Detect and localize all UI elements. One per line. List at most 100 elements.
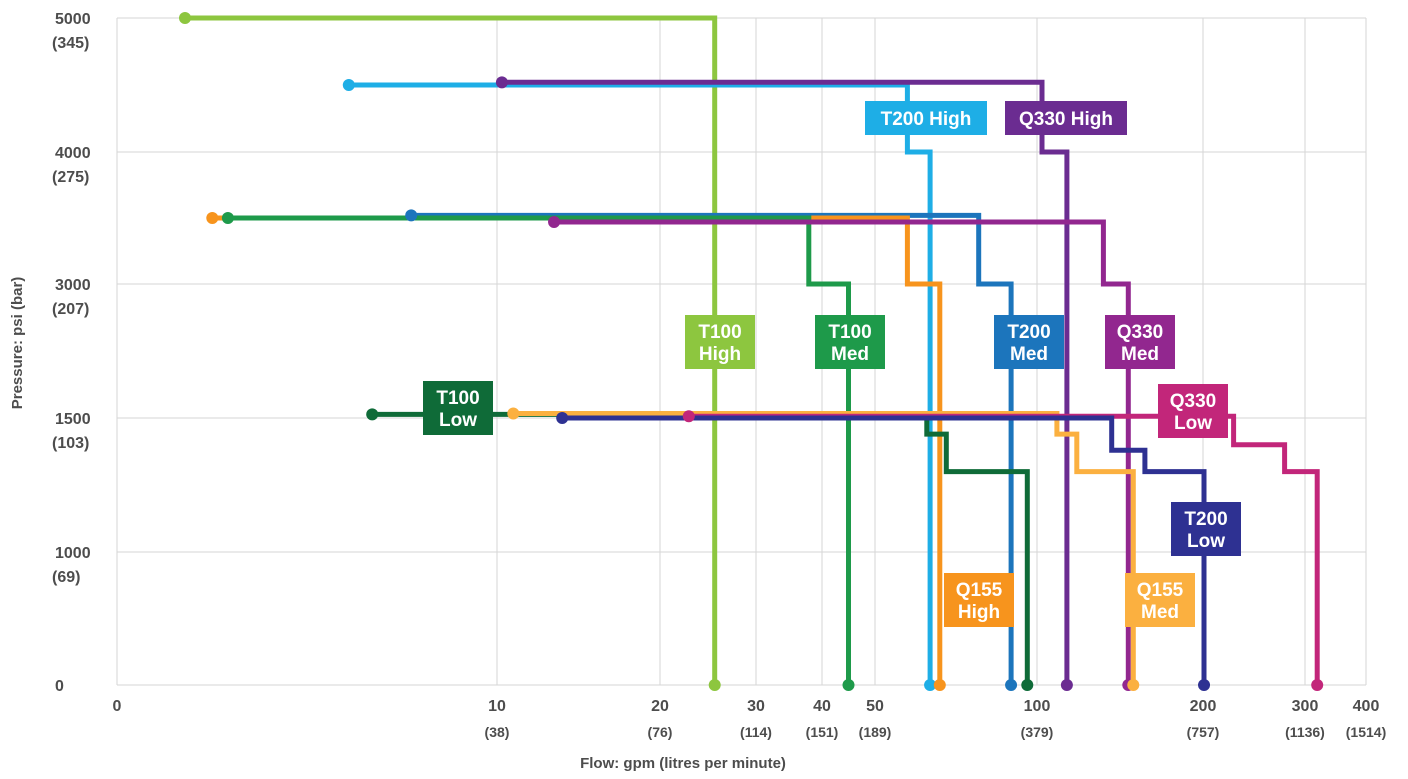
series-start-marker <box>548 215 561 228</box>
series-label-box <box>1005 101 1127 135</box>
x-tick-label: 40 <box>813 698 831 715</box>
y-tick-sublabel: (345) <box>52 35 89 52</box>
x-tick-label: 100 <box>1024 698 1051 715</box>
series-label-text: T200 High <box>881 109 972 130</box>
series-start-marker <box>206 212 219 224</box>
series-label: Q330 High <box>1005 101 1127 135</box>
series-label-text: Med <box>831 344 869 365</box>
x-tick-label: 200 <box>1190 698 1217 715</box>
x-tick-sublabel: (151) <box>806 724 839 740</box>
series-lines <box>185 15 1320 685</box>
series-start-marker <box>179 12 191 24</box>
series-label-text: Low <box>1187 531 1225 552</box>
x-tick-sublabel: (189) <box>859 724 892 740</box>
series-start-marker <box>342 79 355 91</box>
series-label-box <box>1105 315 1175 369</box>
series-line <box>227 215 851 685</box>
y-tick-label: 5000 <box>55 11 91 28</box>
series-label-text: T100 <box>698 322 741 343</box>
y-tick-sublabel: (207) <box>52 301 89 318</box>
x-tick-label: 400 <box>1353 698 1380 715</box>
series-label-text: Q330 High <box>1019 109 1113 130</box>
x-tick-sublabel: (379) <box>1021 724 1054 740</box>
y-tick-label: 1500 <box>55 411 91 428</box>
series-label-box <box>994 315 1064 369</box>
series-line <box>212 215 943 685</box>
series-label-box <box>815 315 885 369</box>
series-end-marker <box>1021 679 1034 691</box>
series-label-box <box>1171 502 1241 556</box>
series-start-marker <box>366 408 379 421</box>
x-tick-sublabel: (1514) <box>1346 724 1386 740</box>
y-tick-label: 1000 <box>55 545 91 562</box>
series-start-marker <box>682 410 695 423</box>
y-tick-sublabel: (275) <box>52 169 89 186</box>
series-label-text: T100 <box>828 322 871 343</box>
series-end-marker <box>1060 679 1073 691</box>
series-end-marker <box>924 679 937 691</box>
series-label-text: Q155 <box>1137 580 1184 601</box>
series-label-text: Q330 <box>1117 322 1163 343</box>
series-markers <box>179 12 1324 691</box>
series-label-box <box>944 573 1014 627</box>
series-label-box <box>1158 384 1228 438</box>
x-axis-title: Flow: gpm (litres per minute) <box>580 755 786 772</box>
x-tick-sublabel: (114) <box>740 724 772 740</box>
x-tick-label: 50 <box>866 698 884 715</box>
y-axis-ticks: 0 1000 (69) 1500 (103) 3000 (207) 4000 (275) 5000… <box>52 11 91 695</box>
series-end-marker <box>1198 679 1211 691</box>
x-tick-sublabel: (1136) <box>1285 724 1325 740</box>
x-tick-sublabel: (757) <box>1187 724 1220 740</box>
series-line <box>562 415 1207 685</box>
series-label-text: Med <box>1121 344 1159 365</box>
series-end-marker <box>1127 679 1140 691</box>
y-tick-sublabel: (103) <box>52 435 89 452</box>
series-line <box>513 411 1136 685</box>
x-tick-label: 20 <box>651 698 669 715</box>
series-start-marker <box>221 212 234 224</box>
x-tick-label: 10 <box>488 698 506 715</box>
series-label-text: High <box>958 602 1000 623</box>
series-start-marker <box>507 407 520 420</box>
y-tick-sublabel: (69) <box>52 569 80 586</box>
series-line <box>554 219 1131 685</box>
series-start-marker <box>495 76 508 89</box>
series-label-text: High <box>699 344 741 365</box>
y-tick-label: 0 <box>55 678 64 695</box>
series-label-text: Med <box>1141 602 1179 623</box>
series-label-text: Q330 <box>1170 391 1216 412</box>
series-end-marker <box>708 679 721 691</box>
x-tick-label: 0 <box>113 698 122 715</box>
series-label-box <box>685 315 755 369</box>
x-axis-ticks: 0 10 (38) 20 (76) 30 (114) 40 (151) 50 (189) 100 (37… <box>113 698 1387 740</box>
series-label-text: T200 <box>1184 509 1227 530</box>
x-tick-sublabel: (38) <box>485 724 510 740</box>
series-label-text: T200 <box>1007 322 1050 343</box>
series-label-text: T100 <box>436 388 479 409</box>
x-tick-sublabel: (76) <box>648 724 673 740</box>
series-line <box>348 82 933 685</box>
series-end-marker <box>1005 679 1018 691</box>
series-label-text: Med <box>1010 344 1048 365</box>
series-label-box <box>423 381 493 435</box>
series-line <box>688 413 1320 685</box>
series-label: T200 High <box>865 101 987 135</box>
series-line <box>185 15 718 685</box>
y-tick-label: 3000 <box>55 277 91 294</box>
series-label-text: Low <box>1174 413 1212 434</box>
series-end-marker <box>842 679 855 691</box>
series-line <box>501 79 1070 685</box>
x-tick-label: 30 <box>747 698 765 715</box>
y-tick-label: 4000 <box>55 145 91 162</box>
series-label-box <box>865 101 987 135</box>
